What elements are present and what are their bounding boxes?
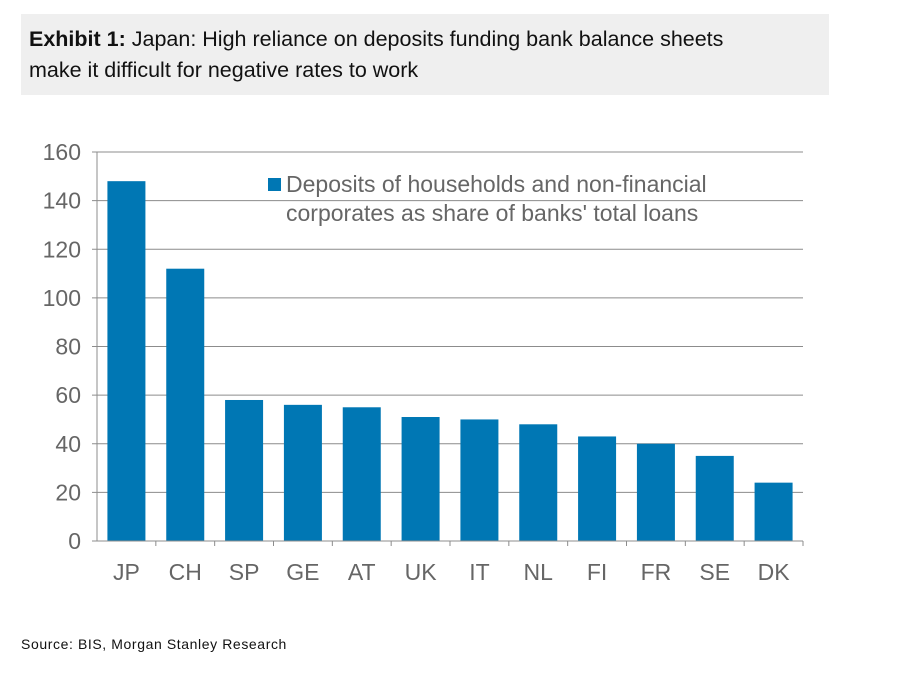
bar-sp [225,399,264,541]
bar-dk [754,482,793,541]
x-tick-label: FI [587,559,607,585]
y-tick-label: 140 [43,188,81,214]
bar-jp [107,181,146,542]
bar-fi [578,436,617,541]
y-tick-label: 60 [55,382,81,408]
bar-uk [401,417,440,541]
y-tick-label: 120 [43,236,81,262]
exhibit-label: Exhibit 1: [29,27,126,51]
x-tick-label: CH [169,559,202,585]
x-tick-label: AT [348,559,376,585]
legend-layer: Deposits of households and non-financial… [268,171,707,226]
y-tick-label: 100 [43,285,81,311]
x-tick-label: NL [524,559,554,585]
bar-fr [636,443,675,541]
x-tick-label: SP [229,559,260,585]
axis-layer: 0 20 40 60 80 100 120 140 160 JP CH SP GE AT UK IT NL FI F… [43,139,804,585]
x-tick-label: FR [641,559,672,585]
grid-layer [97,151,803,493]
y-tick-label: 20 [55,479,81,505]
bar-ge [283,404,322,541]
x-tick-label: SE [699,559,730,585]
legend-label-line-1: Deposits of households and non-financial [286,171,707,197]
bar-layer [107,181,793,542]
chart-title: Exhibit 1: Japan: High reliance on depos… [29,24,819,86]
bar-se [695,455,734,541]
bar-it [460,419,499,541]
x-tick-label: JP [113,559,140,585]
legend-label-line-2: corporates as share of banks' total loan… [286,200,698,226]
bar-nl [519,424,558,541]
y-tick-label: 80 [55,334,81,360]
bar-at [342,407,381,541]
x-tick-label: GE [286,559,319,585]
source-note: Source: BIS, Morgan Stanley Research [21,636,287,652]
y-tick-label: 160 [43,139,81,165]
x-tick-label: DK [758,559,791,585]
y-tick-label: 40 [55,431,81,457]
title-line-1: Japan: High reliance on deposits funding… [131,27,724,51]
x-tick-label: UK [405,559,438,585]
header-box: Exhibit 1: Japan: High reliance on depos… [21,14,829,95]
title-line-2: make it difficult for negative rates to … [29,58,419,82]
y-tick-label: 0 [68,528,81,554]
x-tick-label: IT [469,559,489,585]
legend-swatch [268,178,281,191]
bar-ch [166,268,205,541]
